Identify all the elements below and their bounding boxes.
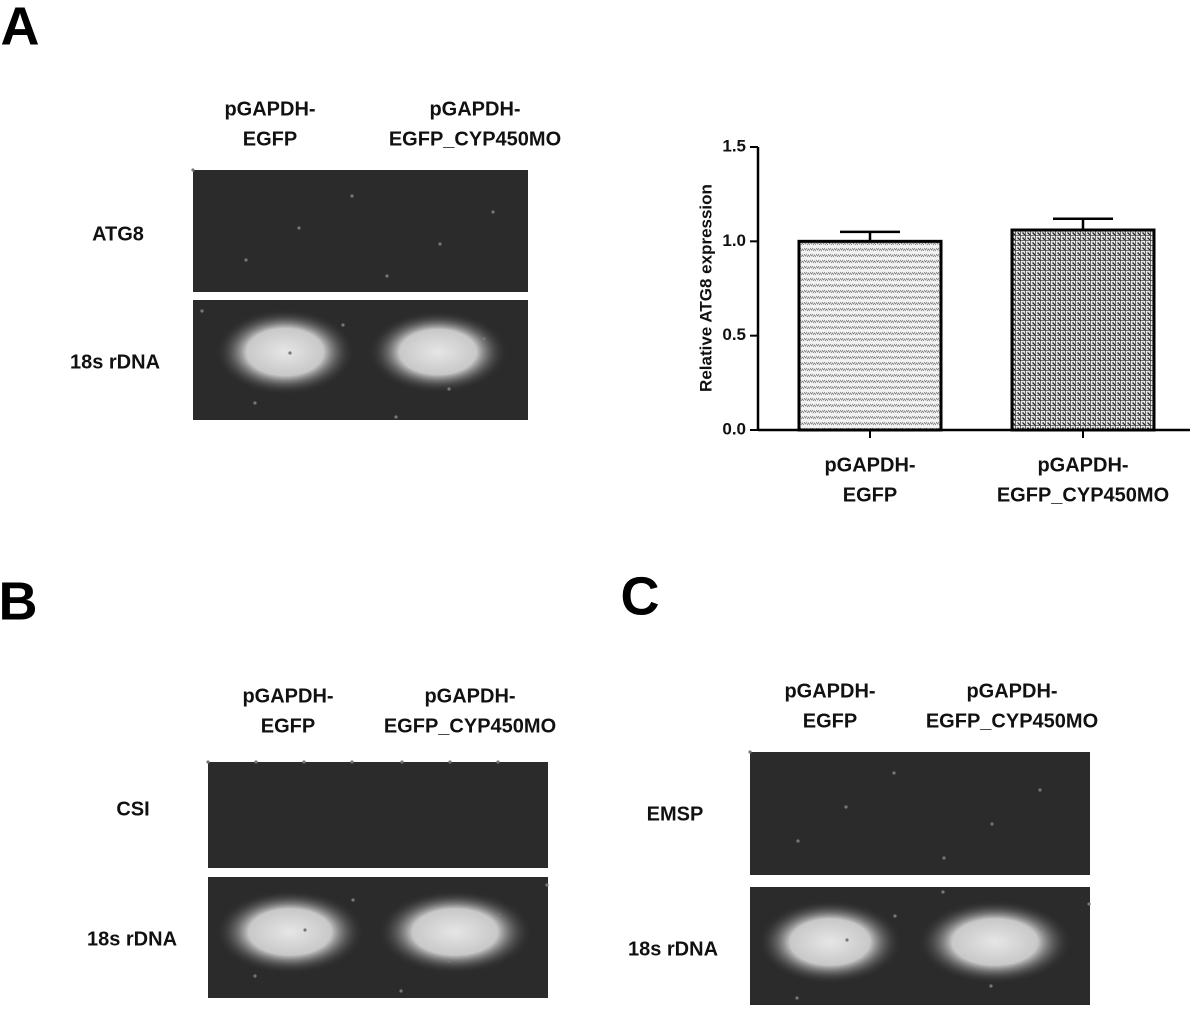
lane-label: pGAPDH- <box>966 680 1057 702</box>
lane-label: EGFP <box>243 128 297 150</box>
row-label: 18s rDNA <box>87 928 177 950</box>
gel-speckle <box>496 760 500 764</box>
gel-speckle <box>200 309 204 313</box>
lane-label: EGFP <box>261 715 315 737</box>
gel-speckle <box>399 989 403 993</box>
bar <box>797 239 943 432</box>
gel-speckle <box>253 974 257 978</box>
gel-band <box>215 890 365 974</box>
gel-speckle <box>795 996 799 1000</box>
gel-speckle <box>303 928 307 932</box>
row-label: 18s rDNA <box>628 938 718 960</box>
bar <box>1010 228 1156 432</box>
lane-label: pGAPDH- <box>784 680 875 702</box>
gel-speckle <box>350 194 354 198</box>
row-label: CSI <box>116 798 149 820</box>
panel-letter: A <box>1 0 40 56</box>
panel-letter: B <box>0 571 38 631</box>
lane-label: EGFP <box>803 710 857 732</box>
gel-speckle <box>748 750 752 754</box>
y-tick-label: 1.0 <box>722 231 746 250</box>
y-tick-label: 0.0 <box>722 419 746 438</box>
row-label: ATG8 <box>92 223 144 245</box>
gel-band <box>917 900 1073 984</box>
lane-label: pGAPDH- <box>424 685 515 707</box>
lane-label: EGFP_CYP450MO <box>389 128 561 150</box>
y-axis-label: Relative ATG8 expression <box>696 184 715 392</box>
gel-speckle <box>191 168 195 172</box>
gel-speckle <box>941 890 945 894</box>
x-tick-label: EGFP <box>843 484 897 506</box>
gel-band <box>377 890 533 974</box>
gel-speckle <box>482 337 486 341</box>
gel-image <box>193 170 528 292</box>
gel-speckle <box>892 771 896 775</box>
lane-label: pGAPDH- <box>224 98 315 120</box>
gel-speckle <box>491 210 495 214</box>
gel-speckle <box>1039 926 1043 930</box>
gel-speckle <box>206 760 210 764</box>
lane-label: EGFP_CYP450MO <box>926 710 1098 732</box>
gel-band <box>757 900 903 984</box>
gel-speckle <box>989 984 993 988</box>
gel-speckle <box>350 760 354 764</box>
gel-speckle <box>302 760 306 764</box>
gel-speckle <box>253 401 257 405</box>
gel-speckle <box>796 839 800 843</box>
gel-image <box>208 762 548 868</box>
gel-speckle <box>1038 788 1042 792</box>
gel-speckle <box>497 913 501 917</box>
gel-speckle <box>400 760 404 764</box>
gel-speckle <box>351 898 355 902</box>
lane-label: pGAPDH- <box>429 98 520 120</box>
x-tick-label: EGFP_CYP450MO <box>997 484 1169 506</box>
gel-band <box>368 311 508 393</box>
gel-speckle <box>447 387 451 391</box>
gel-speckle <box>447 959 451 963</box>
gel-speckle <box>297 226 301 230</box>
panel-letter: C <box>621 566 660 626</box>
gel-speckle <box>254 760 258 764</box>
gel-speckle <box>844 805 848 809</box>
gel-speckle <box>990 822 994 826</box>
lane-label: EGFP_CYP450MO <box>384 715 556 737</box>
gel-speckle <box>942 856 946 860</box>
gel-speckle <box>448 760 452 764</box>
gel-speckle <box>438 242 442 246</box>
lane-label: pGAPDH- <box>242 685 333 707</box>
gel-speckle <box>394 415 398 419</box>
gel-speckle <box>288 351 292 355</box>
gel-band <box>215 309 355 395</box>
gel-speckle <box>845 938 849 942</box>
y-tick-label: 1.5 <box>722 136 746 155</box>
gel-speckle <box>1087 902 1091 906</box>
gel-speckle <box>341 323 345 327</box>
gel-speckle <box>244 258 248 262</box>
gel-image <box>750 752 1090 875</box>
x-tick-label: pGAPDH- <box>1037 454 1128 476</box>
row-label: EMSP <box>647 803 704 825</box>
gel-speckle <box>545 883 549 887</box>
row-label: 18s rDNA <box>70 351 160 373</box>
gel-speckle <box>385 274 389 278</box>
gel-speckle <box>893 914 897 918</box>
y-tick-label: 0.5 <box>722 325 746 344</box>
x-tick-label: pGAPDH- <box>824 454 915 476</box>
